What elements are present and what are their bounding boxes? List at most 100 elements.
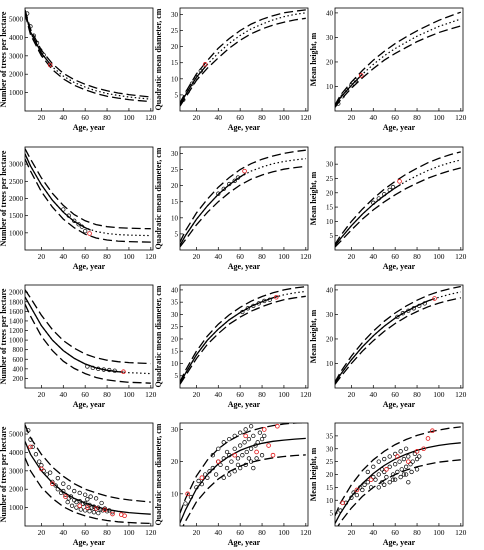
y-tick-label: 3000 bbox=[9, 52, 24, 60]
observed-point bbox=[417, 454, 422, 459]
x-tick-label: 60 bbox=[391, 390, 399, 399]
x-tick-label: 40 bbox=[370, 252, 378, 261]
observed-point bbox=[251, 433, 256, 439]
y-tick-label: 1600 bbox=[9, 308, 24, 316]
y-tick-label: 30 bbox=[171, 150, 179, 158]
x-tick-label: 120 bbox=[145, 252, 157, 261]
observed-point bbox=[183, 501, 188, 506]
observed-point bbox=[107, 508, 112, 513]
observed-point bbox=[387, 480, 392, 485]
y-tick-label: 800 bbox=[13, 346, 24, 354]
observed-point-red bbox=[421, 446, 426, 452]
observed-point bbox=[93, 496, 99, 501]
x-tick-label: 120 bbox=[455, 113, 467, 122]
x-axis-label: Age, year bbox=[228, 538, 261, 547]
observed-point bbox=[349, 83, 354, 88]
x-axis-label: Age, year bbox=[228, 262, 261, 271]
x-tick-label: 20 bbox=[193, 528, 201, 537]
y-tick-label: 1200 bbox=[9, 327, 24, 335]
observed-point-red bbox=[395, 454, 400, 459]
observed-point bbox=[257, 430, 263, 435]
x-tick-label: 40 bbox=[215, 390, 223, 399]
x-tick-label: 40 bbox=[370, 113, 378, 122]
series-line-dashed bbox=[25, 303, 151, 384]
observed-point bbox=[393, 462, 398, 467]
y-tick-label: 2500 bbox=[9, 178, 24, 186]
observed-point bbox=[368, 485, 374, 490]
y-tick-label: 5000 bbox=[9, 431, 24, 439]
observed-point bbox=[83, 508, 88, 513]
observed-point bbox=[210, 453, 215, 458]
observed-point bbox=[216, 446, 221, 451]
observed-point bbox=[66, 213, 71, 218]
y-tick-label: 15 bbox=[171, 59, 179, 67]
observed-point-red bbox=[85, 505, 90, 510]
plot-area bbox=[180, 149, 306, 248]
y-tick-label: 30 bbox=[326, 161, 334, 169]
observed-point-red bbox=[110, 511, 115, 517]
observed-point-red bbox=[358, 73, 364, 78]
plot-frame bbox=[334, 422, 464, 527]
series-line-dashed bbox=[25, 457, 151, 525]
observed-point bbox=[417, 303, 422, 308]
series-line-dotted bbox=[335, 291, 461, 384]
observed-point-red bbox=[102, 507, 108, 513]
x-tick-label: 60 bbox=[236, 528, 244, 537]
series-line-dotted bbox=[335, 159, 461, 247]
observed-point bbox=[365, 469, 370, 475]
plot-area bbox=[25, 289, 151, 384]
x-tick-label: 60 bbox=[81, 390, 89, 399]
x-tick-label: 100 bbox=[278, 390, 290, 399]
chart-panel-1: 20 40 60 80 100 120 1000 2000 3000 4000 5000 Age, y… bbox=[0, 7, 157, 132]
x-tick-label: 60 bbox=[81, 528, 89, 537]
observed-point bbox=[110, 510, 115, 515]
observed-point bbox=[99, 500, 104, 506]
observed-point bbox=[66, 485, 71, 490]
x-tick-label: 40 bbox=[215, 252, 223, 261]
y-tick-label: 20 bbox=[171, 43, 179, 51]
observed-point bbox=[232, 446, 237, 451]
y-tick-label: 5000 bbox=[9, 16, 24, 24]
y-axis-label: Quadratic mean diameter, cm bbox=[154, 285, 163, 387]
observed-point bbox=[198, 68, 203, 73]
y-tick-label: 20 bbox=[171, 182, 179, 190]
x-tick-label: 20 bbox=[38, 113, 46, 122]
plot-area bbox=[335, 11, 462, 108]
x-tick-label: 80 bbox=[258, 528, 266, 537]
series-line-dashed bbox=[180, 295, 306, 385]
observed-point bbox=[349, 495, 354, 500]
observed-point bbox=[227, 453, 232, 458]
observed-point bbox=[90, 365, 95, 371]
x-tick-label: 40 bbox=[215, 528, 223, 537]
observed-point bbox=[403, 464, 409, 469]
observed-point bbox=[48, 470, 53, 475]
series-line-dashed bbox=[335, 167, 461, 248]
observed-point bbox=[235, 462, 241, 467]
observed-point-red bbox=[242, 168, 247, 174]
chart-panel-4: 20 40 60 80 100 120 1000 1500 2000 2500 3000 Age, y… bbox=[0, 146, 157, 271]
plot-frame bbox=[24, 422, 154, 527]
series-line-dashed bbox=[180, 17, 306, 107]
observed-point-red bbox=[432, 296, 437, 301]
y-tick-label: 2000 bbox=[9, 195, 24, 203]
observed-point bbox=[207, 469, 212, 474]
y-tick-label: 10 bbox=[326, 83, 334, 91]
observed-point bbox=[80, 501, 86, 507]
y-tick-label: 1000 bbox=[9, 337, 24, 345]
series-line-dashed bbox=[25, 424, 151, 503]
series-line-dashed bbox=[335, 285, 461, 383]
y-tick-label: 40 bbox=[326, 286, 334, 294]
observed-point bbox=[387, 464, 392, 469]
observed-point bbox=[235, 175, 241, 180]
y-tick-label: 15 bbox=[326, 204, 334, 212]
x-tick-label: 100 bbox=[278, 252, 290, 261]
observed-point bbox=[91, 510, 97, 515]
observed-point bbox=[218, 462, 223, 467]
x-tick-label: 40 bbox=[370, 528, 378, 537]
observed-point bbox=[243, 462, 248, 467]
observed-point-red bbox=[243, 433, 248, 439]
y-tick-label: 30 bbox=[171, 426, 179, 434]
x-tick-label: 80 bbox=[413, 252, 421, 261]
observed-point bbox=[87, 509, 92, 514]
x-tick-label: 20 bbox=[348, 390, 356, 399]
